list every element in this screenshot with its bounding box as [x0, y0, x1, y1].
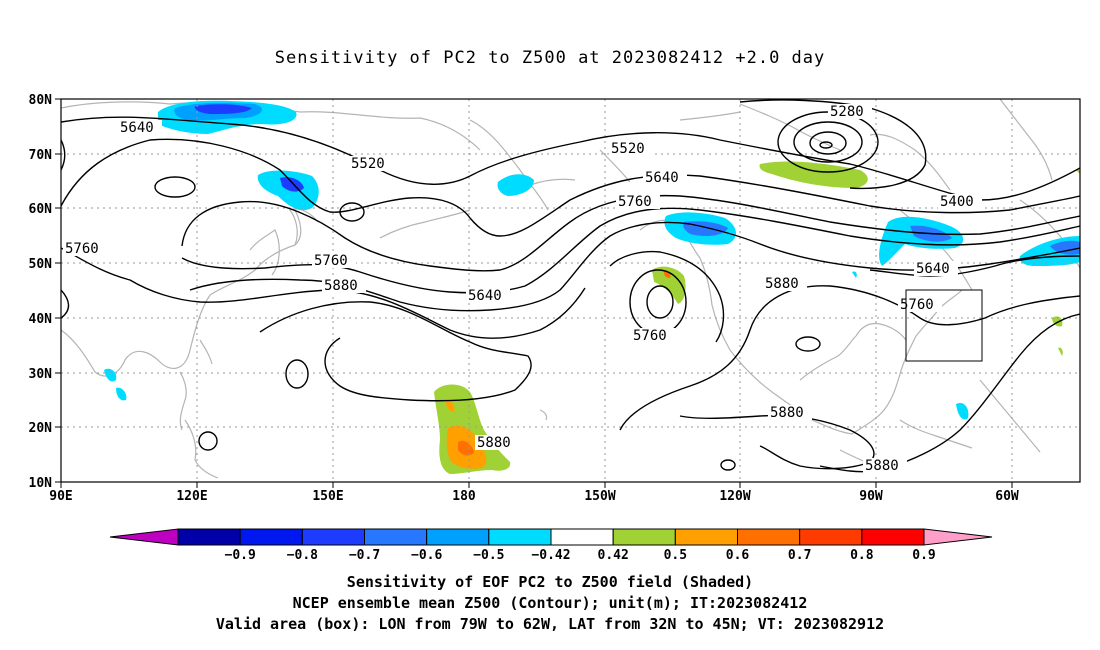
lon-label-180: 180	[452, 489, 476, 504]
negative-sensitivity-area	[956, 402, 969, 420]
lat-label-40n: 40N	[29, 312, 53, 327]
caption-shading: Sensitivity of EOF PC2 to Z500 field (Sh…	[346, 573, 754, 591]
negative-sensitivity-area	[104, 368, 117, 382]
contour-label: 5640	[916, 261, 950, 277]
contour-label: 5880	[477, 435, 511, 451]
negative-sensitivity-area	[879, 216, 964, 266]
lon-label-90w: 90W	[859, 489, 883, 504]
caption-valid-area: Valid area (box): LON from 79W to 62W, L…	[215, 615, 885, 633]
colorbar-segment	[488, 528, 552, 546]
lon-label-150w: 150W	[584, 489, 615, 504]
colorbar-tick-label: 0.5	[664, 548, 687, 563]
lat-label-70n: 70N	[29, 148, 53, 163]
negative-sensitivity-area	[497, 174, 534, 196]
colorbar-tick-label: 0.42	[598, 548, 629, 563]
contour-label-group: 5280 5640 5520 5520 5400 5640 5760 5760 …	[63, 104, 982, 474]
lat-label-10n: 10N	[29, 476, 53, 491]
colorbar-high-triangle	[923, 528, 993, 546]
lat-label-50n: 50N	[29, 257, 53, 272]
sensitivity-shading	[104, 100, 1080, 474]
contour-label: 5280	[830, 104, 864, 120]
contour-label: 5880	[770, 405, 804, 421]
colorbar-tick-label: −0.6	[411, 548, 442, 563]
negative-sensitivity-area	[1050, 240, 1080, 255]
colorbar-tick-label: 0.9	[912, 548, 935, 563]
longitude-axis	[60, 482, 1013, 488]
colorbar-tick-label: 0.8	[850, 548, 874, 563]
lat-label-30n: 30N	[29, 367, 53, 382]
lon-label-120e: 120E	[176, 489, 207, 504]
latitude-axis	[55, 98, 61, 483]
contour-label: 5640	[468, 288, 502, 304]
lat-label-60n: 60N	[29, 202, 53, 217]
colorbar-tick-label: −0.42	[531, 548, 570, 563]
colorbar-segment	[674, 528, 738, 546]
lon-label-60w: 60W	[995, 489, 1019, 504]
coastlines	[61, 99, 1080, 479]
colorbar-low-triangle	[109, 528, 179, 546]
colorbar: −0.9 −0.8 −0.7 −0.6 −0.5 −0.42 0.42 0.5 0.6 0.7 0.…	[109, 528, 993, 563]
colorbar-segment	[799, 528, 863, 546]
colorbar-tick-label: 0.7	[788, 548, 811, 563]
colorbar-segment	[550, 528, 614, 546]
colorbar-tick-label: −0.8	[287, 548, 318, 563]
colorbar-segment	[612, 528, 676, 546]
colorbar-segment	[737, 528, 801, 546]
colorbar-segment	[301, 528, 366, 546]
negative-sensitivity-area	[280, 177, 304, 192]
colorbar-tick-label: −0.5	[473, 548, 504, 563]
colorbar-tick-label: 0.6	[726, 548, 750, 563]
positive-sensitivity-area	[446, 401, 455, 412]
lon-label-150e: 150E	[312, 489, 343, 504]
lat-label-80n: 80N	[29, 93, 53, 108]
colorbar-tick-label: −0.7	[349, 548, 380, 563]
negative-sensitivity-area	[116, 387, 127, 401]
positive-sensitivity-area	[1058, 347, 1063, 356]
contour-label: 5880	[865, 458, 899, 474]
contour-label: 5640	[120, 120, 154, 136]
negative-sensitivity-area	[194, 104, 252, 114]
caption-contour: NCEP ensemble mean Z500 (Contour); unit(…	[292, 594, 808, 612]
positive-sensitivity-area	[759, 161, 868, 188]
contour-label: 5760	[65, 241, 99, 257]
negative-sensitivity-area	[257, 170, 319, 211]
lon-label-90e: 90E	[49, 489, 72, 504]
positive-sensitivity-area	[652, 266, 686, 304]
colorbar-segment	[177, 528, 241, 546]
contour-label: 5640	[645, 170, 679, 186]
map-frame	[60, 98, 1081, 483]
colorbar-segment	[426, 528, 490, 546]
caption-block: Sensitivity of EOF PC2 to Z500 field (Sh…	[0, 572, 1100, 635]
positive-sensitivity-area	[458, 440, 474, 456]
lat-label-20n: 20N	[29, 421, 53, 436]
grid-lines	[61, 99, 1080, 482]
contour-label: 5520	[351, 156, 385, 172]
colorbar-segment	[364, 528, 428, 546]
contour-label: 5760	[314, 253, 348, 269]
contour-label: 5880	[765, 276, 799, 292]
valid-area-box	[905, 289, 983, 362]
chart-title: Sensitivity of PC2 to Z500 at 2023082412…	[274, 48, 826, 68]
contour-label: 5760	[900, 297, 934, 313]
contour-label: 5760	[633, 328, 667, 344]
contour-label: 5760	[618, 194, 652, 210]
contour-label: 5520	[611, 141, 645, 157]
lon-label-120w: 120W	[719, 489, 750, 504]
colorbar-tick-label: −0.9	[225, 548, 256, 563]
colorbar-segment	[861, 528, 925, 546]
negative-sensitivity-area	[852, 271, 857, 278]
contour-label: 5880	[324, 278, 358, 294]
contour-label: 5400	[940, 194, 974, 210]
colorbar-segment	[239, 528, 303, 546]
